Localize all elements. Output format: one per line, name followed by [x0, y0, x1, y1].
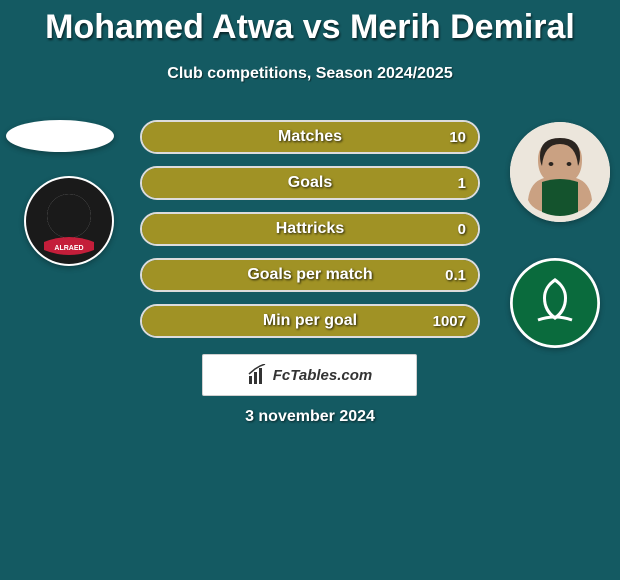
stats-rows: Matches10Goals1Hattricks0Goals per match… [140, 120, 480, 350]
stat-row: Goals1 [140, 166, 480, 200]
page-title: Mohamed Atwa vs Merih Demiral [0, 0, 620, 47]
club-badge-icon [510, 258, 600, 348]
stat-row: Min per goal1007 [140, 304, 480, 338]
stat-label: Min per goal [142, 306, 478, 336]
svg-text:ALRAED: ALRAED [54, 245, 83, 252]
fctables-logo: FcTables.com [202, 354, 417, 396]
chart-icon [247, 364, 269, 386]
stat-value: 0 [458, 214, 466, 244]
stat-value: 1 [458, 168, 466, 198]
stat-value: 10 [449, 122, 466, 152]
club-badge-icon: ALRAED [24, 176, 114, 266]
stat-label: Hattricks [142, 214, 478, 244]
stat-label: Goals [142, 168, 478, 198]
stat-value: 1007 [433, 306, 466, 336]
stat-row: Goals per match0.1 [140, 258, 480, 292]
stat-row: Matches10 [140, 120, 480, 154]
stat-label: Matches [142, 122, 478, 152]
logo-text: FcTables.com [273, 367, 372, 384]
player2-avatar [510, 122, 610, 222]
player2-club-badge [510, 258, 600, 348]
stat-value: 0.1 [445, 260, 466, 290]
stat-label: Goals per match [142, 260, 478, 290]
subtitle: Club competitions, Season 2024/2025 [0, 65, 620, 83]
portrait-icon [510, 122, 610, 222]
date-label: 3 november 2024 [0, 408, 620, 426]
stat-row: Hattricks0 [140, 212, 480, 246]
player1-club-badge: ALRAED [24, 176, 114, 266]
player1-avatar [6, 120, 114, 152]
